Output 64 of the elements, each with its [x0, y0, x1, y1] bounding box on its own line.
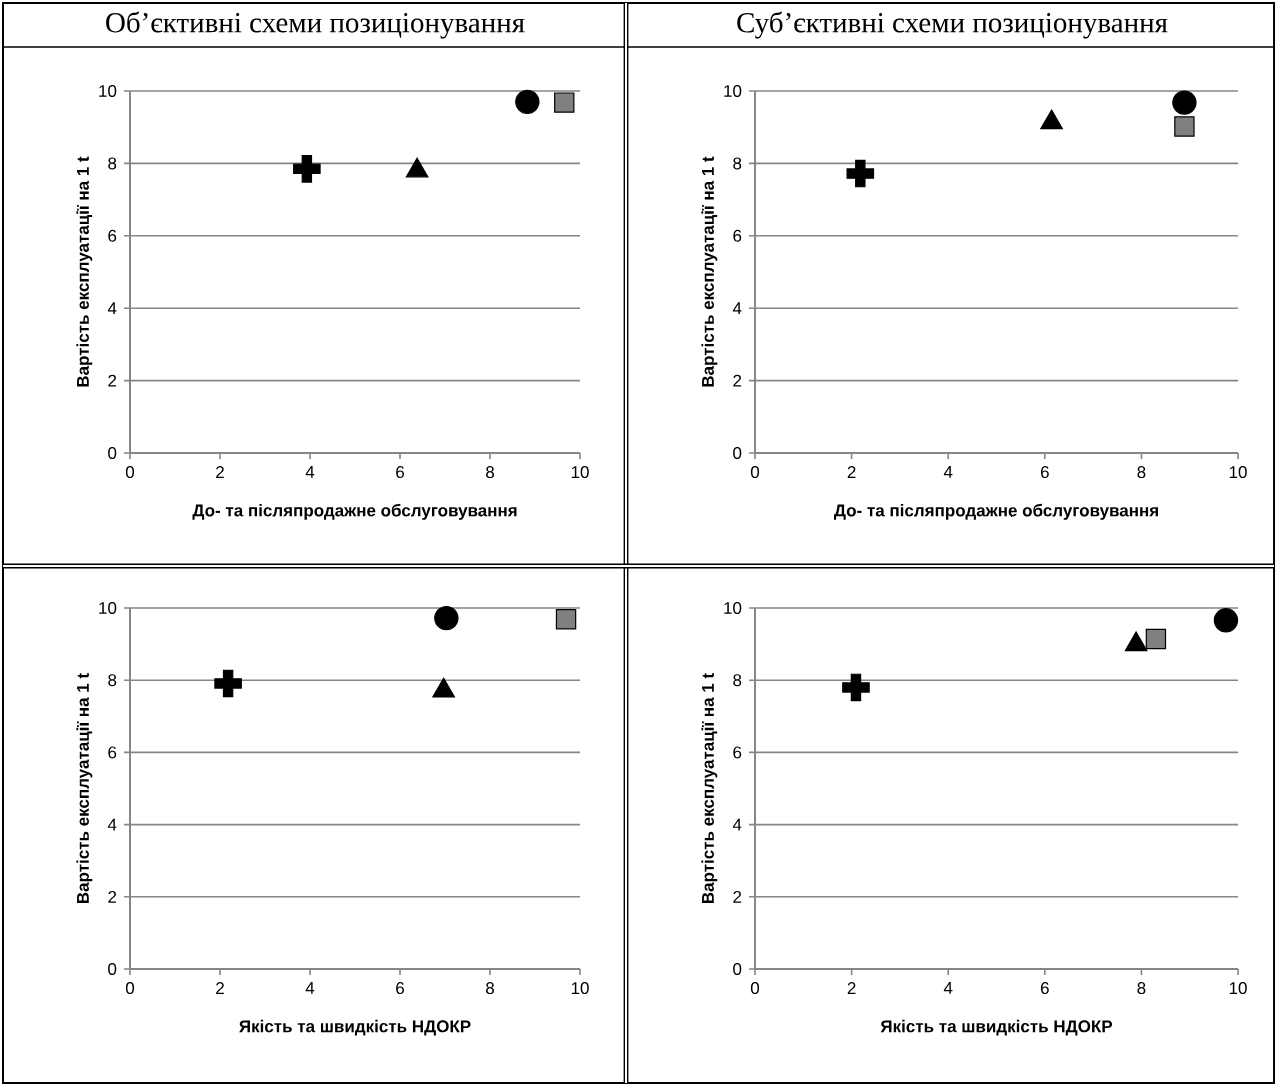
y-tick-label: 10 [724, 85, 742, 98]
y-tick-label: 0 [108, 963, 117, 976]
x-tick-label: 8 [486, 982, 494, 995]
x-tick-label: 8 [1137, 466, 1146, 479]
x-tick-label: 10 [1229, 466, 1247, 479]
y-tick-label: 2 [733, 890, 742, 903]
x-tick-label: 0 [750, 982, 760, 995]
x-axis-title: Якість та швидкість НДОКР [880, 1019, 1113, 1036]
x-tick-label: 4 [305, 982, 315, 994]
x-axis-title: До- та післяпродажне обслуговування [834, 503, 1158, 520]
y-axis-title: Вартість експлуатації на 1 t [76, 673, 93, 904]
y-axis-title: Вартість експлуатації на 1 t [76, 156, 93, 387]
x-tick-label: 4 [943, 466, 953, 478]
x-tick-label: 10 [571, 466, 589, 479]
y-tick-label: 0 [733, 963, 742, 976]
y-tick-label: 4 [107, 818, 117, 831]
y-tick-label: 0 [733, 447, 742, 460]
x-tick-label: 4 [305, 466, 315, 478]
y-tick-label: 8 [733, 157, 742, 170]
point [1145, 628, 1167, 650]
y-tick-label: 0 [108, 447, 117, 460]
point [1172, 90, 1197, 115]
x-tick-label: 2 [216, 982, 224, 994]
y-tick-label: 8 [108, 157, 117, 170]
x-tick-label: 6 [1040, 466, 1049, 479]
y-tick-label: 4 [732, 302, 742, 315]
x-tick-label: 4 [943, 982, 953, 994]
x-tick-label: 2 [216, 466, 224, 478]
chart-title: Суб’єктивні схеми позиціонування [737, 11, 1168, 39]
y-tick-label: 2 [108, 890, 117, 903]
y-tick-label: 6 [733, 746, 742, 759]
x-axis-title: До- та післяпродажне обслуговування [192, 503, 517, 520]
point [842, 673, 870, 702]
x-tick-label: 6 [396, 982, 404, 995]
x-tick-label: 0 [750, 466, 760, 479]
x-tick-label: 6 [1040, 982, 1049, 995]
y-tick-label: 8 [733, 674, 742, 687]
x-tick-label: 0 [125, 982, 135, 995]
x-axis-title: Якість та швидкість НДОКР [239, 1019, 471, 1036]
y-tick-label: 10 [99, 85, 117, 98]
y-axis-title: Вартість експлуатації на 1 t [701, 156, 718, 387]
x-tick-label: 10 [571, 982, 589, 995]
y-tick-label: 6 [733, 229, 742, 242]
y-tick-label: 6 [108, 746, 117, 759]
y-tick-label: 8 [108, 674, 117, 687]
x-tick-label: 0 [125, 466, 135, 479]
x-tick-label: 8 [486, 466, 494, 479]
x-tick-label: 8 [1137, 982, 1146, 995]
y-tick-label: 6 [108, 229, 117, 242]
x-tick-label: 10 [1229, 982, 1247, 995]
x-tick-label: 2 [847, 982, 856, 994]
point [1174, 116, 1195, 137]
y-tick-label: 10 [99, 602, 117, 615]
y-tick-label: 2 [108, 374, 117, 387]
point [846, 159, 875, 188]
y-tick-label: 4 [732, 818, 742, 831]
chart-title: Об’єктивні схеми позиціонування [106, 11, 525, 39]
y-tick-label: 2 [733, 374, 742, 387]
y-tick-label: 10 [724, 602, 742, 615]
x-tick-label: 6 [396, 466, 404, 479]
point [1213, 608, 1239, 633]
y-tick-label: 4 [107, 302, 117, 315]
y-axis-title: Вартість експлуатації на 1 t [701, 673, 718, 904]
x-tick-label: 2 [847, 466, 856, 478]
